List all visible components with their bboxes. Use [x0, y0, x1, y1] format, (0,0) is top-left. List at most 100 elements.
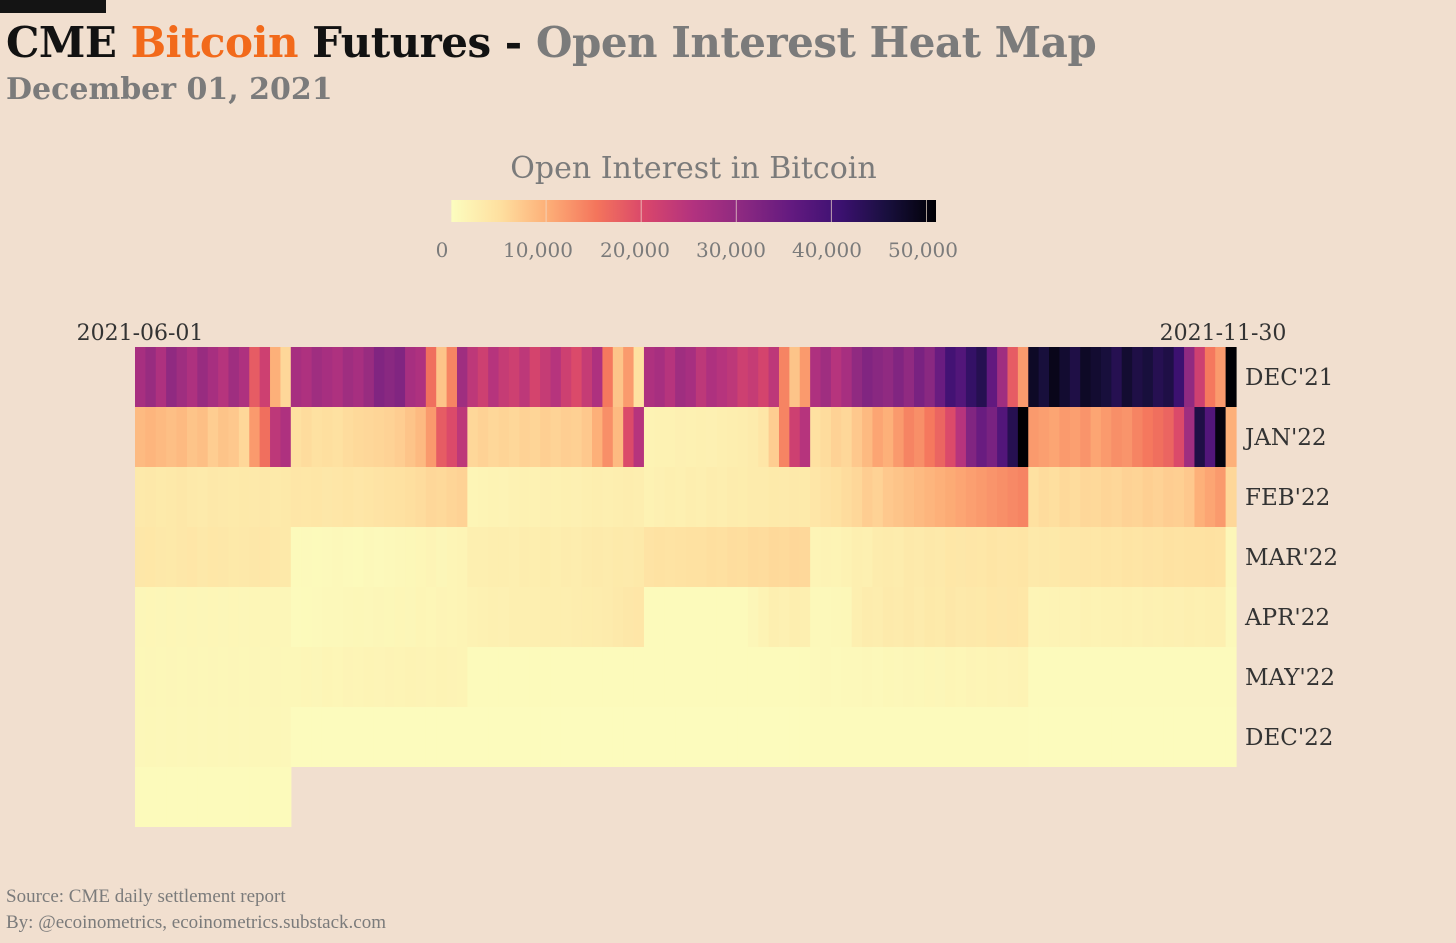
heatmap-cell — [1017, 407, 1029, 467]
heatmap-cell — [727, 587, 739, 647]
heatmap-cell — [643, 587, 655, 647]
heatmap-cell — [675, 347, 687, 407]
heatmap-cell — [1111, 587, 1123, 647]
heatmap-cell — [249, 467, 261, 527]
heatmap-cell — [851, 587, 863, 647]
heatmap-cell — [612, 707, 624, 767]
heatmap-cell — [166, 767, 178, 827]
heatmap-cell — [592, 587, 604, 647]
heatmap-cell — [1184, 587, 1196, 647]
heatmap-cell — [135, 587, 146, 647]
heatmap-cell — [882, 707, 894, 767]
heatmap-cell — [405, 587, 417, 647]
heatmap-cell — [571, 527, 583, 587]
heatmap-cell — [685, 587, 697, 647]
source-notes: Source: CME daily settlement report By: … — [6, 884, 386, 936]
chart-subtitle-date: December 01, 2021 — [6, 72, 333, 107]
heatmap-cell — [851, 527, 863, 587]
heatmap-cell — [851, 467, 863, 527]
heatmap-cell — [633, 527, 645, 587]
heatmap-cell — [425, 587, 437, 647]
heatmap-cell — [176, 347, 188, 407]
heatmap-cell — [976, 707, 988, 767]
heatmap-cell — [363, 347, 375, 407]
heatmap-cell — [560, 527, 572, 587]
heatmap-cell — [893, 707, 905, 767]
heatmap-cell — [238, 527, 250, 587]
heatmap-cell — [456, 527, 468, 587]
heatmap-cell — [166, 707, 178, 767]
heatmap-cell — [664, 707, 676, 767]
heatmap-cell — [186, 707, 198, 767]
heatmap-cell — [425, 647, 437, 707]
heatmap-cell — [747, 347, 759, 407]
heatmap-cell — [789, 587, 801, 647]
heatmap-cell — [581, 407, 593, 467]
row-label-contract: DEC'22 — [1245, 725, 1333, 751]
heatmap-cell — [1069, 707, 1081, 767]
heatmap-cell — [477, 407, 489, 467]
heatmap-cell — [1194, 707, 1206, 767]
heatmap-cell — [394, 407, 406, 467]
heatmap-cell — [477, 587, 489, 647]
heatmap-cell — [841, 407, 853, 467]
heatmap-cell — [882, 347, 894, 407]
heatmap-cell — [425, 467, 437, 527]
heatmap-cell — [685, 467, 697, 527]
heatmap-cell — [737, 347, 749, 407]
title-separator: - — [490, 18, 536, 67]
heatmap-cell — [467, 587, 479, 647]
heatmap-cell — [1184, 407, 1196, 467]
heatmap-cell — [218, 347, 230, 407]
heatmap-cell — [862, 647, 874, 707]
heatmap-cell — [758, 587, 770, 647]
heatmap-cell — [602, 467, 614, 527]
heatmap-cell — [1225, 527, 1237, 587]
heatmap-cell — [176, 707, 188, 767]
legend-tick-label: 30,000 — [696, 238, 766, 262]
heatmap-cell — [1069, 527, 1081, 587]
heatmap-cell — [955, 707, 967, 767]
heatmap-cell — [249, 587, 261, 647]
heatmap-cell — [353, 347, 365, 407]
heatmap-cell — [1163, 347, 1175, 407]
heatmap-cell — [1028, 467, 1040, 527]
heatmap-cell — [1215, 467, 1227, 527]
heatmap-cell — [1184, 467, 1196, 527]
heatmap-cell — [675, 467, 687, 527]
heatmap-cell — [685, 707, 697, 767]
heatmap-cell — [1007, 707, 1019, 767]
heatmap-cell — [924, 347, 936, 407]
heatmap-cell — [311, 647, 323, 707]
heatmap-cell — [415, 707, 427, 767]
heatmap-cell — [1225, 707, 1237, 767]
corner-accent-bar — [0, 0, 106, 13]
heatmap-cell — [695, 407, 707, 467]
heatmap-cell — [249, 407, 261, 467]
heatmap-cell — [1132, 707, 1144, 767]
row-label-contract: FEB'22 — [1245, 485, 1330, 511]
heatmap-cell — [363, 707, 375, 767]
heatmap-cell — [820, 647, 832, 707]
heatmap-cell — [986, 707, 998, 767]
heatmap-cell — [1038, 587, 1050, 647]
heatmap-cell — [789, 707, 801, 767]
heatmap-cell — [1173, 647, 1185, 707]
heatmap-cell — [1069, 647, 1081, 707]
heatmap-cell — [519, 587, 531, 647]
heatmap-cell — [446, 707, 458, 767]
heatmap-cell — [176, 767, 188, 827]
heatmap-cell — [280, 587, 292, 647]
heatmap-cell — [425, 347, 437, 407]
title-part-heatmap: Open Interest Heat Map — [535, 18, 1097, 67]
heatmap-cell — [321, 587, 333, 647]
heatmap-cell — [706, 407, 718, 467]
heatmap-cell — [592, 347, 604, 407]
heatmap-cell — [820, 527, 832, 587]
heatmap-cell — [695, 467, 707, 527]
heatmap-cell — [924, 587, 936, 647]
x-axis-start-label: 2021-06-01 — [77, 321, 204, 346]
heatmap-cell — [280, 467, 292, 527]
heatmap-cell — [976, 647, 988, 707]
heatmap-cell — [560, 707, 572, 767]
